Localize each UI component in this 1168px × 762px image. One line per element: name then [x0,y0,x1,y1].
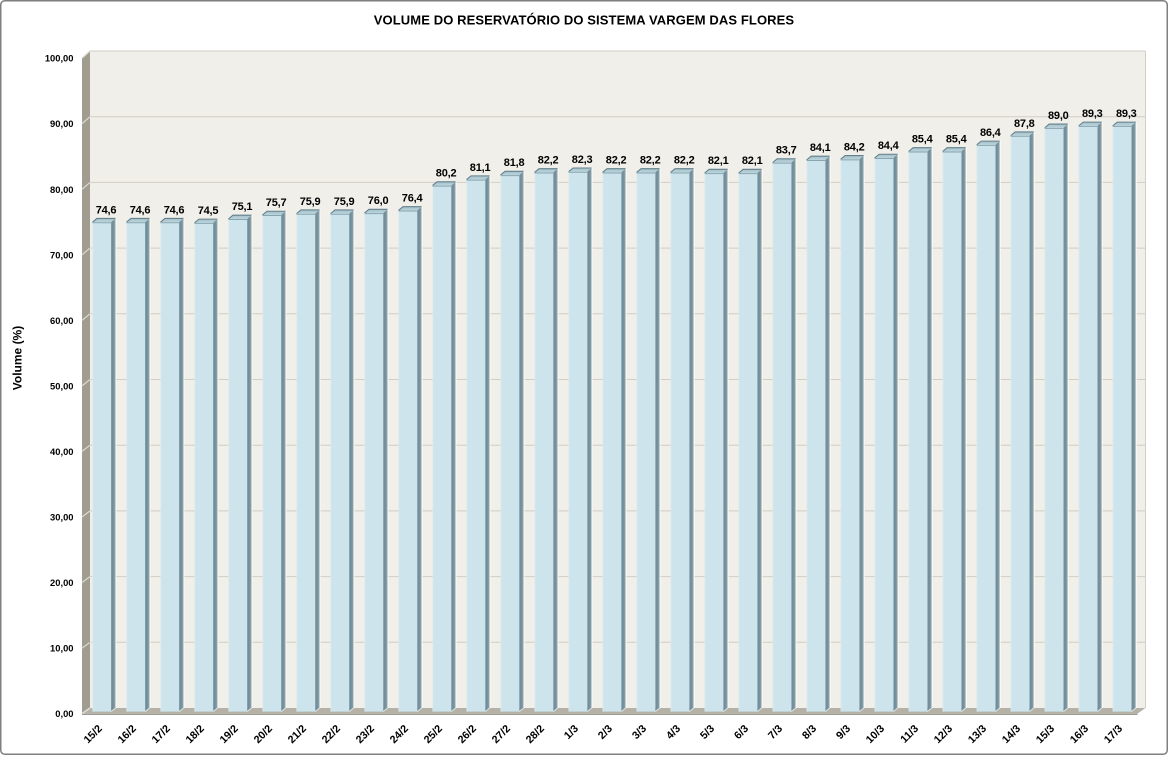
svg-text:82,2: 82,2 [640,155,661,167]
svg-text:85,4: 85,4 [946,134,968,146]
svg-text:Volume (%): Volume (%) [11,326,25,390]
svg-text:84,2: 84,2 [844,142,865,154]
svg-text:75,9: 75,9 [300,196,321,208]
svg-text:85,4: 85,4 [912,134,934,146]
svg-text:82,1: 82,1 [742,155,763,167]
svg-text:81,1: 81,1 [470,162,491,174]
svg-text:82,2: 82,2 [674,155,695,167]
svg-text:10,00: 10,00 [50,643,73,654]
svg-text:75,7: 75,7 [266,197,287,209]
svg-text:76,0: 76,0 [368,195,389,207]
svg-text:70,00: 70,00 [50,249,73,260]
svg-text:74,5: 74,5 [198,205,219,217]
svg-text:82,2: 82,2 [606,155,627,167]
svg-text:100,00: 100,00 [45,53,74,64]
svg-text:80,00: 80,00 [50,184,73,195]
svg-text:76,4: 76,4 [402,193,424,205]
svg-text:82,2: 82,2 [538,155,559,167]
svg-text:50,00: 50,00 [50,380,73,391]
svg-text:89,3: 89,3 [1082,108,1103,120]
svg-text:87,8: 87,8 [1014,118,1035,130]
svg-text:VOLUME DO RESERVATÓRIO DO SIST: VOLUME DO RESERVATÓRIO DO SISTEMA VARGEM… [374,13,795,28]
svg-text:20,00: 20,00 [50,577,73,588]
svg-text:82,1: 82,1 [708,155,729,167]
svg-text:80,2: 80,2 [436,168,457,180]
svg-text:89,0: 89,0 [1048,110,1069,122]
svg-text:82,3: 82,3 [572,154,593,166]
svg-text:0,00: 0,00 [55,708,73,719]
svg-text:86,4: 86,4 [980,127,1002,139]
svg-text:30,00: 30,00 [50,512,73,523]
svg-text:89,3: 89,3 [1116,108,1137,120]
svg-text:75,9: 75,9 [334,196,355,208]
svg-text:83,7: 83,7 [776,145,797,157]
svg-text:74,6: 74,6 [164,204,185,216]
svg-text:74,6: 74,6 [96,204,117,216]
svg-text:75,1: 75,1 [232,201,253,213]
svg-text:90,00: 90,00 [50,118,73,129]
svg-text:74,6: 74,6 [130,204,151,216]
svg-text:84,4: 84,4 [878,140,900,152]
svg-text:81,8: 81,8 [504,157,525,169]
svg-text:84,1: 84,1 [810,142,831,154]
svg-text:40,00: 40,00 [50,446,73,457]
svg-text:60,00: 60,00 [50,315,73,326]
